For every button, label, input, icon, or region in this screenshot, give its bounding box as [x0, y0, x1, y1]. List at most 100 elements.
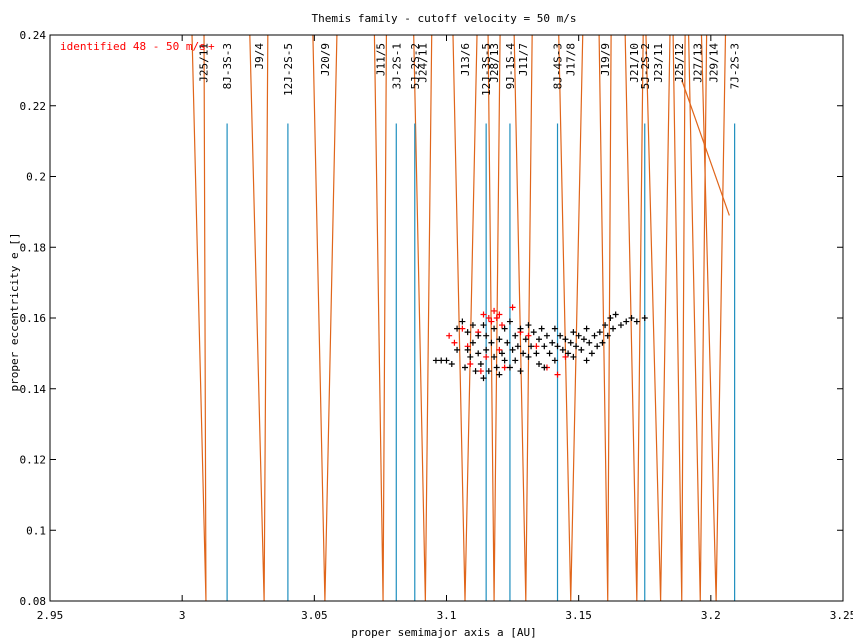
member-point	[480, 375, 487, 382]
axes-layer: 2.95 3 3.05 3.1 3.15 3.2 3.25 0.08 0.1 0.12 0.14 0.…	[20, 29, 853, 622]
member-point	[588, 350, 595, 357]
jupiter-resonance-line	[373, 34, 388, 602]
identified-point	[496, 311, 503, 318]
member-point	[506, 364, 513, 371]
x-tick-label: 3.05	[301, 609, 328, 622]
resonance-label: 3J-2S-1	[390, 43, 403, 89]
jupiter-resonance-line	[452, 34, 478, 602]
member-point	[623, 318, 630, 325]
member-point	[454, 325, 461, 332]
member-point	[472, 368, 479, 375]
y-tick-label: 0.12	[20, 454, 47, 467]
resonance-label: J29/14	[707, 43, 720, 83]
resonance-label: J24/11	[417, 43, 430, 83]
member-point	[480, 322, 487, 329]
x-tick-label: 3.25	[830, 609, 853, 622]
member-point	[488, 339, 495, 346]
three-body-resonance-layer	[226, 123, 736, 601]
member-point	[512, 332, 519, 339]
y-tick-label: 0.16	[20, 312, 47, 325]
x-tick-label: 3	[179, 609, 186, 622]
resonance-label: J17/8	[565, 43, 578, 76]
member-point	[506, 318, 513, 325]
x-tick-label: 2.95	[37, 609, 64, 622]
resonance-label: J20/9	[319, 43, 332, 76]
member-point	[551, 325, 558, 332]
member-point	[591, 332, 598, 339]
member-point	[454, 346, 461, 353]
member-point	[483, 346, 490, 353]
member-point	[475, 350, 482, 357]
member-point	[536, 336, 543, 343]
resonance-label: J28/13	[488, 43, 501, 83]
identified-point	[459, 325, 466, 332]
resonance-label: 5J-2S-2	[639, 43, 652, 89]
member-point	[469, 322, 476, 329]
member-point	[578, 346, 585, 353]
resonance-label: J25/11	[197, 43, 210, 83]
legend: identified 48 - 50 m/s +	[60, 40, 215, 53]
identified-point	[477, 368, 484, 375]
jupiter-resonance-line	[558, 34, 584, 602]
identified-point	[562, 353, 569, 360]
y-tick-label: 0.1	[26, 524, 46, 537]
resonance-label: J13/6	[459, 43, 472, 76]
member-point	[628, 315, 635, 321]
member-point	[546, 350, 553, 357]
member-point	[586, 339, 593, 346]
member-point	[583, 357, 590, 364]
identified-point	[554, 371, 561, 378]
member-point	[617, 322, 624, 329]
member-point	[485, 368, 492, 375]
identified-point	[533, 343, 540, 350]
resonance-label: 12J-2S-5	[282, 43, 295, 96]
member-point	[483, 332, 490, 339]
member-point	[464, 329, 471, 336]
member-point	[602, 322, 609, 329]
legend-marker-identified: +	[208, 40, 215, 53]
member-point	[448, 360, 455, 367]
member-point	[533, 350, 540, 357]
identified-point	[493, 315, 500, 321]
resonance-label: 12J-3S-5	[480, 43, 493, 96]
member-point	[512, 357, 519, 364]
member-point	[496, 336, 503, 343]
identified-point	[467, 360, 474, 367]
member-point	[504, 339, 511, 346]
member-point	[549, 339, 556, 346]
y-tick-label: 0.18	[20, 241, 47, 254]
identified-point	[525, 332, 532, 339]
identified-point	[446, 332, 453, 339]
identified-point	[488, 318, 495, 325]
member-point	[567, 339, 574, 346]
member-point	[493, 364, 500, 371]
member-point	[459, 318, 466, 325]
data-points-layer	[432, 304, 648, 382]
member-point	[467, 353, 474, 360]
member-point	[496, 371, 503, 378]
member-point	[573, 343, 580, 350]
identified-point	[499, 322, 506, 329]
resonance-label: 7J-2S-3	[729, 43, 742, 89]
member-point	[509, 346, 516, 353]
member-point	[491, 325, 498, 332]
member-point	[610, 325, 617, 332]
y-tick-label: 0.2	[26, 171, 46, 184]
member-point	[536, 360, 543, 367]
member-point	[462, 364, 469, 371]
jupiter-resonance-line	[681, 79, 730, 216]
member-point	[475, 332, 482, 339]
identified-point	[451, 339, 458, 346]
y-tick-label: 0.14	[20, 383, 47, 396]
member-point	[538, 325, 545, 332]
member-point	[594, 343, 601, 350]
member-point	[570, 329, 577, 336]
member-point	[543, 332, 550, 339]
member-point	[530, 329, 537, 336]
jupiter-resonance-line	[513, 34, 533, 602]
resonance-label-layer: J25/11 8J-3S-3 J9/4 12J-2S-5 J20/9 J11/5 3J-2S…	[197, 43, 741, 96]
resonance-label: 9J-1S-4	[504, 43, 517, 90]
member-point	[464, 346, 471, 353]
member-point	[501, 325, 508, 332]
